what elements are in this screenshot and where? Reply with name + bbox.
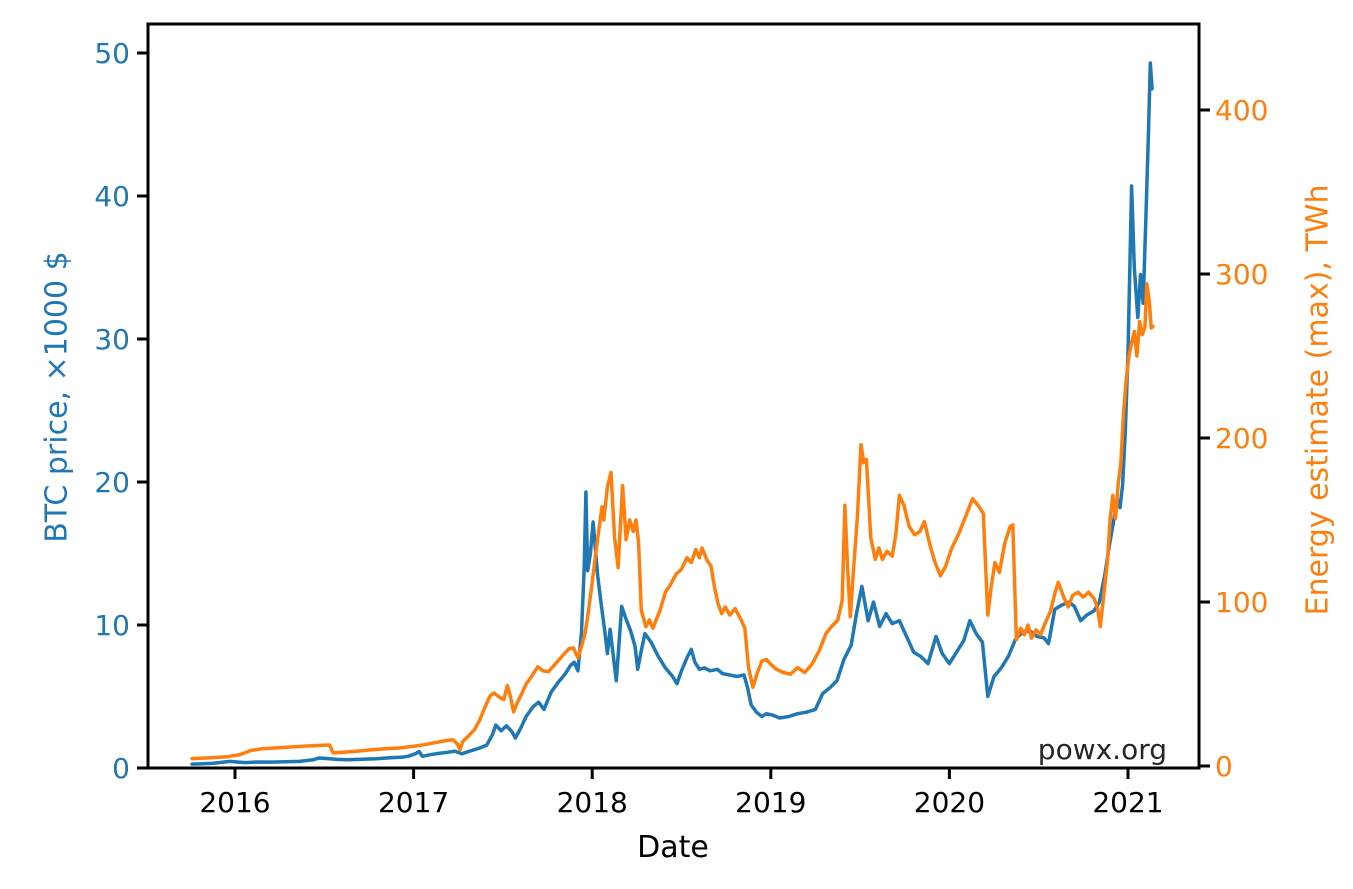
watermark-text: powx.org — [1037, 733, 1167, 766]
right-y-tick-label: 100 — [1215, 586, 1268, 619]
left-y-tick-label: 50 — [94, 37, 130, 70]
right-y-tick-label: 300 — [1215, 258, 1268, 291]
x-tick-label: 2018 — [557, 786, 628, 819]
x-tick-label: 2019 — [735, 786, 806, 819]
right-y-tick-label: 200 — [1215, 422, 1268, 455]
energy-estimate-line — [190, 282, 1155, 761]
btc-price-line — [190, 61, 1154, 766]
right-y-tick-label: 400 — [1215, 94, 1268, 127]
x-tick-label: 2020 — [914, 786, 985, 819]
x-axis-label: Date — [637, 830, 709, 865]
left-y-tick-label: 10 — [94, 609, 130, 642]
right-y-tick-label: 0 — [1215, 750, 1233, 783]
left-y-tick-label: 20 — [94, 466, 130, 499]
x-tick-label: 2016 — [199, 786, 270, 819]
axes-frame — [146, 22, 1201, 770]
x-tick-label: 2017 — [378, 786, 449, 819]
left-y-tick-label: 0 — [112, 752, 130, 785]
left-y-axis-label: BTC price, ×1000 $ — [39, 251, 75, 543]
left-y-tick-label: 30 — [94, 323, 130, 356]
right-y-axis-label: Energy estimate (max), TWh — [1300, 184, 1336, 616]
x-tick-label: 2021 — [1092, 786, 1163, 819]
left-y-tick-label: 40 — [94, 180, 130, 213]
